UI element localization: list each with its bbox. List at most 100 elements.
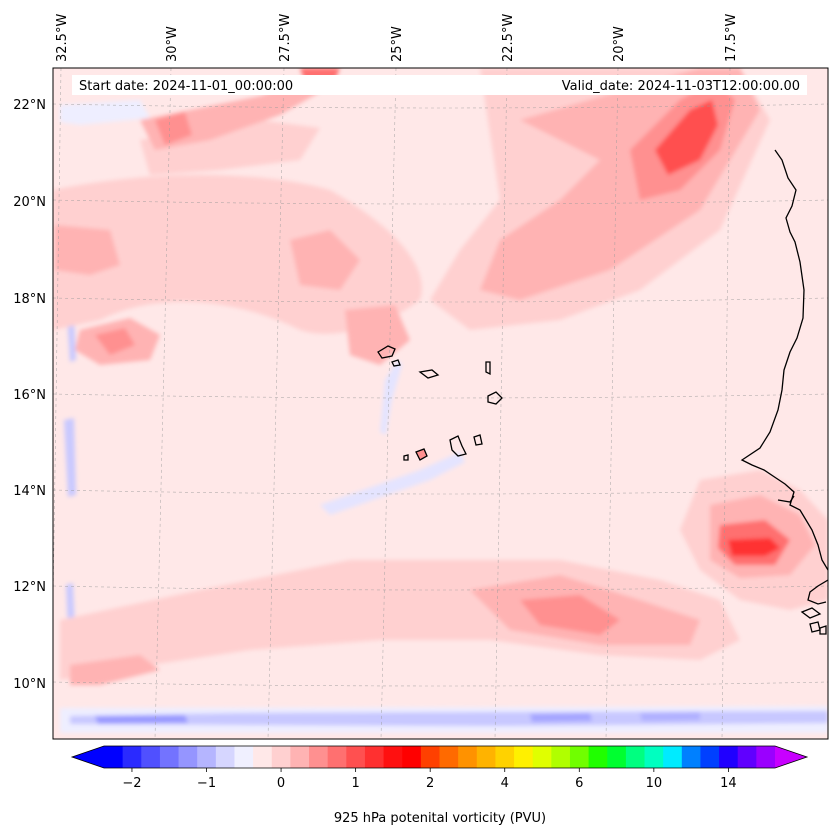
island-sal <box>485 361 491 376</box>
colorbar-block <box>290 746 310 768</box>
colorbar-tick-label: 4 <box>501 776 509 791</box>
map-frame <box>52 67 829 740</box>
lon-label-25w: 25°W <box>390 26 405 62</box>
negative-pv-northwest <box>60 100 150 125</box>
colorbar-block <box>402 746 422 768</box>
colorbar-block <box>532 746 552 768</box>
lon-label-27-5w: 27.5°W <box>278 14 293 62</box>
lon-label-30w: 30°W <box>165 26 180 62</box>
parallel-12n <box>53 585 828 591</box>
colorbar: −2 −1 0 1 2 4 6 10 14 925 hPa potenital vorticit… <box>70 745 809 826</box>
colorbar-over-arrow <box>775 746 807 768</box>
pv-coastal-max-core <box>728 538 780 556</box>
colorbar-block <box>309 746 329 768</box>
latitude-labels: 22°N 20°N 18°N 16°N 14°N 12°N 10°N <box>13 98 46 692</box>
lon-label-17-5w: 17.5°W <box>724 14 739 62</box>
meridian-22-5w <box>494 68 508 739</box>
pv-patch-islands <box>345 305 410 365</box>
negative-pv-streak-islands <box>380 360 402 435</box>
parallel-22n <box>53 103 828 109</box>
lon-label-32-5w: 32.5°W <box>55 14 70 62</box>
colorbar-block <box>439 746 459 768</box>
colorbar-block <box>551 746 571 768</box>
lon-label-22-5w: 22.5°W <box>501 14 516 62</box>
colorbar-block <box>346 746 366 768</box>
colorbar-title: 925 hPa potenital vorticity (PVU) <box>334 811 546 826</box>
colorbar-tick-label: 1 <box>351 776 359 791</box>
colorbar-block <box>569 746 590 768</box>
island-maio <box>473 434 483 446</box>
negative-pv-core-south-east <box>530 713 592 722</box>
colorbar-block <box>122 746 142 768</box>
lat-label-16n: 16°N <box>13 388 46 403</box>
colorbar-block <box>327 746 347 768</box>
start-date-box <box>72 75 308 95</box>
meridian-25w <box>380 68 397 739</box>
pv-belt-north-light <box>53 175 422 334</box>
header-strip <box>300 75 550 95</box>
longitude-labels: 32.5°W 30°W 27.5°W 25°W 22.5°W 20°W 17.5… <box>55 14 739 62</box>
negative-pv-core-south-east-2 <box>640 712 700 721</box>
meridian-20w <box>605 68 619 739</box>
negative-pv-west-edge <box>64 298 76 632</box>
negative-pv-streak-central <box>320 452 465 515</box>
colorbar-outline <box>70 745 809 769</box>
colorbar-block <box>420 746 441 768</box>
island-fogo <box>415 448 428 461</box>
bissagos-coast <box>800 579 828 619</box>
colorbar-tick-label: 14 <box>720 776 737 791</box>
lat-label-22n: 22°N <box>13 98 46 113</box>
negative-pv-streak-south <box>70 711 828 726</box>
colorbar-block <box>663 746 683 768</box>
colorbar-tick-label: 0 <box>277 776 285 791</box>
colorbar-block <box>588 746 608 768</box>
pv-patch-southwest <box>70 655 160 685</box>
colorbar-block <box>681 746 702 768</box>
bissagos-islands <box>809 621 827 635</box>
pv-belt-south-core <box>520 595 620 635</box>
colorbar-block <box>383 746 403 768</box>
colorbar-block <box>364 746 385 768</box>
pv-patch-central <box>290 230 360 290</box>
colorbar-block <box>234 746 254 768</box>
coastlines <box>740 149 828 635</box>
pv-core-northeast-2 <box>655 100 718 175</box>
parallel-16n <box>53 393 828 399</box>
colorbar-block <box>737 746 757 768</box>
meridian-17-5w <box>721 68 731 739</box>
colorbar-block <box>719 746 739 768</box>
cape-verde-islands <box>377 345 503 461</box>
pv-core-northwest <box>155 112 192 145</box>
island-santo-antao <box>377 345 396 359</box>
colorbar-block <box>215 746 236 768</box>
parallel-14n <box>53 489 828 495</box>
lat-label-12n: 12°N <box>13 580 46 595</box>
map-panel: Start date: 2024-11-01_00:00:00 Valid_da… <box>53 68 828 739</box>
colorbar-block <box>476 746 497 768</box>
colorbar-block <box>178 746 198 768</box>
colorbar-block <box>625 746 646 768</box>
colorbar-tick-label: 10 <box>646 776 663 791</box>
colorbar-tick-label: −1 <box>197 776 216 791</box>
lat-label-18n: 18°N <box>13 292 46 307</box>
meridian-30w <box>154 68 172 739</box>
colorbar-block <box>141 746 161 768</box>
colorbar-block <box>271 746 291 768</box>
colorbar-block <box>458 746 478 768</box>
colorbar-block <box>700 746 720 768</box>
start-date-label: Start date: 2024-11-01_00:00:00 <box>79 79 293 94</box>
lat-label-10n: 10°N <box>13 677 46 692</box>
valid-date-box <box>540 75 807 95</box>
colorbar-ticks: −2 −1 0 1 2 4 6 10 14 <box>122 768 737 791</box>
lat-label-20n: 20°N <box>13 195 46 210</box>
parallel-10n <box>53 681 828 687</box>
island-sao-nicolau <box>418 369 440 379</box>
parallel-20n <box>53 199 828 205</box>
colorbar-block <box>197 746 217 768</box>
colorbar-block <box>514 746 534 768</box>
colorbar-block <box>495 746 515 768</box>
colorbar-block <box>159 746 180 768</box>
graticule <box>53 68 828 739</box>
pv-patch-west-2 <box>55 225 120 275</box>
